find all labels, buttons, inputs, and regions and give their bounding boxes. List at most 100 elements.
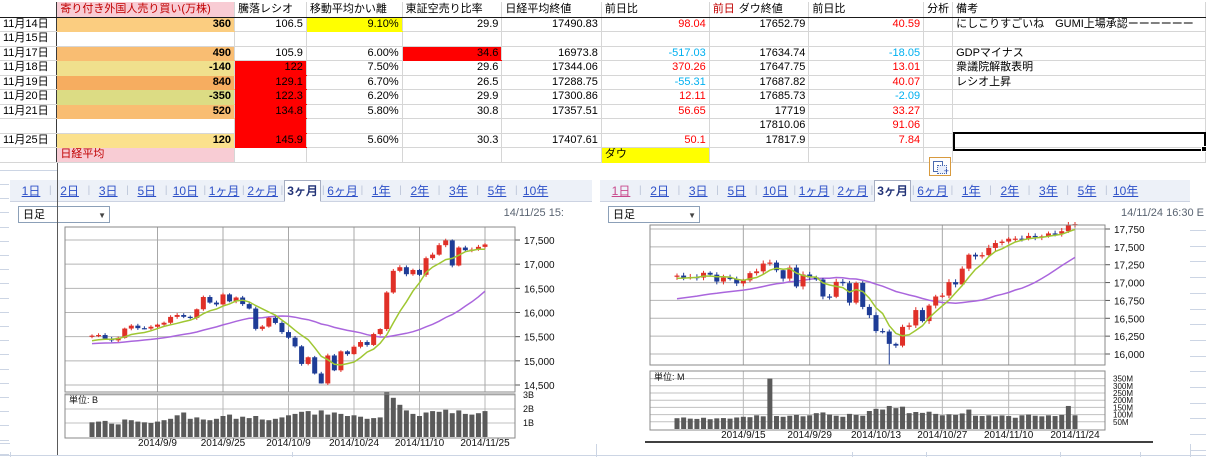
cell-analysis[interactable] <box>923 89 954 105</box>
cell-ma-divergence[interactable]: 6.70% <box>306 75 403 90</box>
tab-1ヶ月[interactable]: 1ヶ月 <box>798 184 830 198</box>
cell-analysis[interactable] <box>923 60 954 76</box>
cell-ad-ratio[interactable]: 122.3 <box>234 89 307 105</box>
cell-foreign-flows[interactable] <box>56 118 236 134</box>
cell-nikkei-close[interactable]: 17344.06 <box>501 60 602 76</box>
dow-footer-label[interactable]: ダウ <box>601 147 710 163</box>
tab-10年[interactable]: 10年 <box>1112 184 1139 198</box>
cell[interactable] <box>501 147 602 163</box>
cell-date[interactable]: 11月19日 <box>0 75 58 90</box>
tab-5年[interactable]: 5年 <box>1077 184 1097 198</box>
cell-foreign-flows[interactable]: 120 <box>56 133 236 148</box>
cell-dow-close[interactable]: 17810.06 <box>709 118 810 134</box>
tab-1年[interactable]: 1年 <box>371 184 391 198</box>
cell-foreign-flows[interactable]: -350 <box>56 89 236 105</box>
cell-dow-change[interactable]: -2.09 <box>808 89 925 105</box>
cell-nikkei-close[interactable]: 17490.83 <box>501 17 602 32</box>
cell-analysis[interactable] <box>923 31 954 47</box>
header-foreign-flows[interactable]: 寄り付き外国人売り買い(万株) <box>56 2 236 18</box>
cell-date[interactable]: 11月21日 <box>0 104 58 119</box>
tab-2年[interactable]: 2年 <box>1000 184 1020 198</box>
cell-remark[interactable] <box>952 104 1206 119</box>
cell[interactable] <box>709 147 810 163</box>
tab-3年[interactable]: 3年 <box>449 184 468 198</box>
tab-10日[interactable]: 10日 <box>762 184 789 198</box>
cell-date[interactable] <box>0 118 58 134</box>
cell-ad-ratio[interactable]: 134.8 <box>234 104 307 119</box>
cell-nikkei-change[interactable]: 56.65 <box>601 104 710 119</box>
cell-analysis[interactable] <box>923 17 954 32</box>
tab-1ヶ月[interactable]: 1ヶ月 <box>208 184 240 198</box>
tab-3日[interactable]: 3日 <box>688 184 708 198</box>
cell-dow-change[interactable]: 91.06 <box>808 118 925 134</box>
cell-nikkei-change[interactable]: 12.11 <box>601 89 710 105</box>
cell-short-ratio[interactable] <box>402 118 503 134</box>
cell-short-ratio[interactable]: 29.6 <box>402 60 503 76</box>
cell-dow-change[interactable] <box>808 31 925 47</box>
cell-dow-close[interactable]: 17719 <box>709 104 810 119</box>
cell-remark[interactable]: にしこりすごいね GUMI上場承認ーーーーーー <box>952 17 1206 32</box>
cell-nikkei-change[interactable]: 50.1 <box>601 133 710 148</box>
tab-5年[interactable]: 5年 <box>487 184 507 198</box>
tab-3日[interactable]: 3日 <box>98 184 118 198</box>
cell-nikkei-close[interactable]: 17357.51 <box>501 104 602 119</box>
cell-dow-close[interactable] <box>709 31 810 47</box>
cell[interactable] <box>952 147 1206 163</box>
cell-date[interactable]: 11月17日 <box>0 46 58 61</box>
cell-nikkei-close[interactable] <box>501 31 602 47</box>
tab-6ヶ月[interactable]: 6ヶ月 <box>327 184 358 198</box>
cell-remark[interactable]: レシオ上昇 <box>952 75 1206 90</box>
header-dow-close[interactable]: 前日 ダウ終値 <box>709 2 810 18</box>
cell-analysis[interactable] <box>923 75 954 90</box>
cell-dow-change[interactable]: 40.07 <box>808 75 925 90</box>
cell[interactable] <box>306 147 403 163</box>
cell-analysis[interactable] <box>923 133 954 148</box>
cell-short-ratio[interactable]: 29.9 <box>402 89 503 105</box>
tab-6ヶ月[interactable]: 6ヶ月 <box>917 184 948 198</box>
cell-nikkei-change[interactable]: -517.03 <box>601 46 710 61</box>
cell-foreign-flows[interactable]: -140 <box>56 60 236 76</box>
tab-1年[interactable]: 1年 <box>961 184 981 198</box>
tab-1日[interactable]: 1日 <box>21 184 41 198</box>
cell-foreign-flows[interactable]: 520 <box>56 104 236 119</box>
cell-short-ratio[interactable]: 26.5 <box>402 75 503 90</box>
cell[interactable] <box>402 147 503 163</box>
tab-2日[interactable]: 2日 <box>650 184 669 198</box>
cell-short-ratio[interactable]: 34.6 <box>402 46 503 61</box>
cell[interactable] <box>808 147 925 163</box>
cell-analysis[interactable] <box>923 46 954 61</box>
cell-remark[interactable] <box>952 31 1206 47</box>
tab-5日[interactable]: 5日 <box>137 184 157 198</box>
cell-nikkei-close[interactable]: 16973.8 <box>501 46 602 61</box>
cell-dow-close[interactable]: 17652.79 <box>709 17 810 32</box>
cell-dow-change[interactable]: 7.84 <box>808 133 925 148</box>
cell-nikkei-change[interactable]: 370.26 <box>601 60 710 76</box>
cell-nikkei-change[interactable] <box>601 118 710 134</box>
cell-date[interactable]: 11月25日 <box>0 133 58 148</box>
tab-2年[interactable]: 2年 <box>410 184 430 198</box>
cell-nikkei-close[interactable]: 17407.61 <box>501 133 602 148</box>
cell-nikkei-change[interactable]: 98.04 <box>601 17 710 32</box>
cell-dow-change[interactable]: 40.59 <box>808 17 925 32</box>
header-nikkei-close[interactable]: 日経平均終値 <box>501 2 602 18</box>
cell-short-ratio[interactable]: 29.9 <box>402 17 503 32</box>
cell-foreign-flows[interactable]: 490 <box>56 46 236 61</box>
cell-remark[interactable]: 衆議院解散表明 <box>952 60 1206 76</box>
nikkei-footer-label[interactable]: 日経平均 <box>56 147 236 163</box>
tab-3年[interactable]: 3年 <box>1039 184 1058 198</box>
cell-dow-close[interactable]: 17685.73 <box>709 89 810 105</box>
cell-remark[interactable] <box>952 118 1206 134</box>
cell-date[interactable]: 11月20日 <box>0 89 58 105</box>
tab-10日[interactable]: 10日 <box>172 184 199 198</box>
cell-ad-ratio[interactable]: 122 <box>234 60 307 76</box>
tab-5日[interactable]: 5日 <box>727 184 747 198</box>
cell-dow-close[interactable]: 17687.82 <box>709 75 810 90</box>
cell-short-ratio[interactable]: 30.3 <box>402 133 503 148</box>
cell-remark[interactable] <box>952 133 1206 148</box>
cell-date[interactable] <box>0 147 58 163</box>
cell-nikkei-change[interactable] <box>601 31 710 47</box>
cell-dow-change[interactable]: -18.05 <box>808 46 925 61</box>
cell-date[interactable]: 11月15日 <box>0 31 58 47</box>
header-dow-change[interactable]: 前日比 <box>808 2 925 18</box>
tab-10年[interactable]: 10年 <box>522 184 549 198</box>
